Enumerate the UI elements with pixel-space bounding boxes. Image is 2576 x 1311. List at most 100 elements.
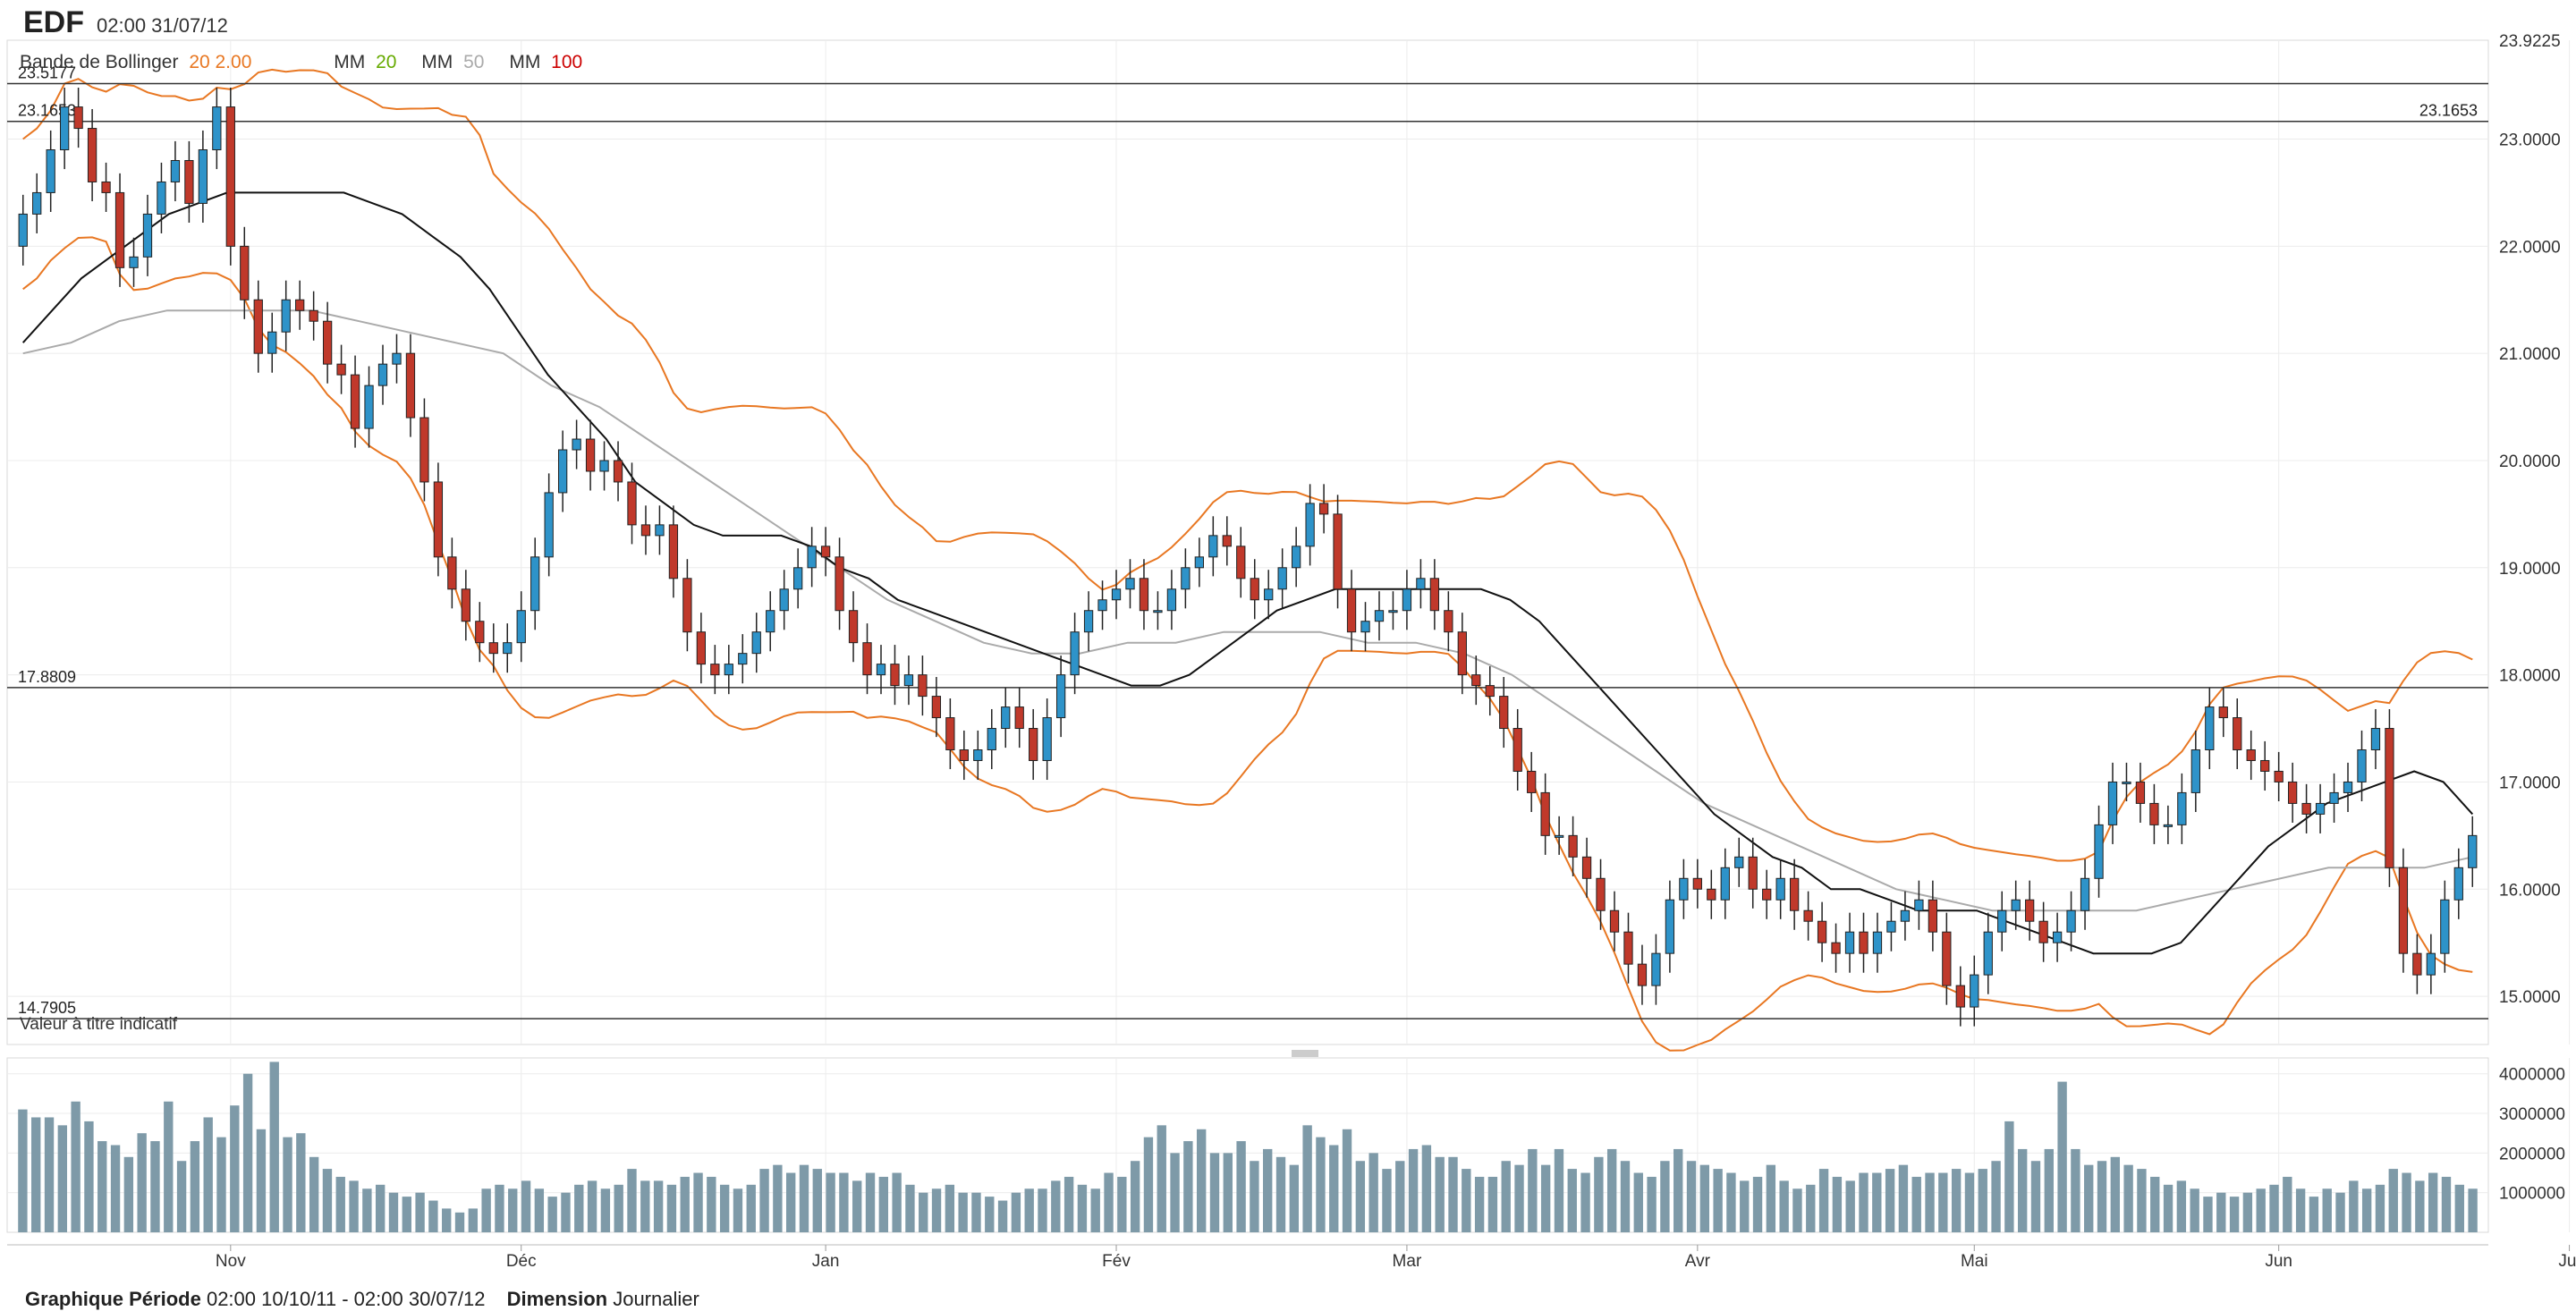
volume-bar xyxy=(58,1125,67,1232)
candle xyxy=(877,645,885,694)
candle xyxy=(2178,774,2186,844)
candle-body xyxy=(1680,878,1688,900)
candle xyxy=(987,709,996,769)
x-tick-label: Jul xyxy=(2558,1252,2576,1271)
candle-body xyxy=(1956,985,1964,1007)
candle-body xyxy=(185,160,193,203)
volume-bar xyxy=(216,1138,225,1232)
volume-bar xyxy=(1938,1173,1947,1232)
candle-body xyxy=(102,182,110,192)
candle xyxy=(185,141,193,223)
candle xyxy=(171,141,179,201)
volume-bar xyxy=(31,1117,40,1232)
candle xyxy=(2233,698,2241,769)
ma50-label[interactable]: MM xyxy=(421,52,453,72)
candle-body xyxy=(1610,910,1618,932)
candle-body xyxy=(2330,792,2338,803)
candle xyxy=(1680,859,1688,919)
candle-body xyxy=(2454,867,2462,900)
candle xyxy=(1417,559,1425,608)
candle xyxy=(61,88,69,169)
candle-body xyxy=(877,664,885,675)
candle xyxy=(517,591,525,662)
candle-body xyxy=(1056,675,1064,718)
volume-bar xyxy=(1012,1193,1021,1232)
bollinger-upper-line xyxy=(23,70,2473,861)
volume-bar xyxy=(2389,1169,2398,1232)
volume-bar xyxy=(1991,1161,2000,1232)
volume-bar xyxy=(2349,1180,2358,1232)
candle xyxy=(2053,913,2061,962)
ma100-label[interactable]: MM xyxy=(509,52,540,72)
candle xyxy=(1956,967,1964,1027)
candle-body xyxy=(1984,932,1992,975)
candle-body xyxy=(821,546,829,557)
candle-body xyxy=(448,557,456,589)
volume-bar xyxy=(2004,1121,2013,1232)
panel-resize-handle xyxy=(1292,1050,1318,1057)
volume-bar xyxy=(2296,1188,2305,1232)
volume-bar xyxy=(1409,1149,1418,1232)
ma20-label[interactable]: MM xyxy=(334,52,365,72)
candle-body xyxy=(849,611,857,643)
candle-body xyxy=(434,482,442,557)
candle-body xyxy=(406,353,414,418)
candle xyxy=(1084,591,1092,651)
candle-body xyxy=(2191,749,2199,792)
candle-body xyxy=(1458,632,1466,675)
volume-bar xyxy=(2216,1193,2225,1232)
volume-bar xyxy=(826,1173,835,1232)
volume-bar xyxy=(18,1110,27,1232)
candle-body xyxy=(2206,707,2214,750)
candle-body xyxy=(1098,600,1106,611)
candle xyxy=(1430,559,1438,630)
candle-body xyxy=(1278,568,1286,589)
candle-body xyxy=(1030,729,1038,761)
volume-bar xyxy=(1726,1173,1735,1232)
volume-bar xyxy=(693,1173,702,1232)
candle xyxy=(406,334,414,437)
candle-body xyxy=(88,129,96,182)
candle xyxy=(1970,956,1979,1027)
candle-body xyxy=(61,107,69,150)
candle-body xyxy=(504,643,512,654)
volume-bar xyxy=(323,1169,332,1232)
volume-bar xyxy=(1555,1149,1563,1232)
candle-body xyxy=(1195,557,1203,568)
candle-body xyxy=(614,461,622,482)
volume-bar xyxy=(1607,1149,1616,1232)
volume-bar xyxy=(747,1185,756,1232)
candle-body xyxy=(74,107,82,129)
candle xyxy=(531,537,539,630)
candle xyxy=(641,505,649,554)
volume-bar xyxy=(1514,1165,1523,1232)
candle xyxy=(2191,731,2199,812)
volume-bar xyxy=(2243,1193,2252,1232)
volume-bar xyxy=(2283,1177,2292,1232)
candle-body xyxy=(420,418,428,482)
volume-bar xyxy=(1952,1169,1961,1232)
candle xyxy=(1735,838,1743,887)
candle-body xyxy=(268,332,276,353)
volume-bar xyxy=(204,1117,213,1232)
volume-bar xyxy=(1594,1157,1603,1232)
candle-body xyxy=(1375,611,1383,622)
candle xyxy=(1278,548,1286,608)
volume-bar xyxy=(349,1180,358,1232)
volume-bar xyxy=(1779,1180,1788,1232)
candle-body xyxy=(904,675,912,686)
volume-bar xyxy=(2335,1193,2344,1232)
candle xyxy=(614,441,622,501)
volume-bar xyxy=(1091,1188,1100,1232)
candle-body xyxy=(1970,975,1979,1007)
volume-bar xyxy=(111,1146,120,1233)
bollinger-label[interactable]: Bande de Bollinger xyxy=(20,52,178,72)
candle xyxy=(697,613,705,683)
volume-bar xyxy=(376,1185,385,1232)
candle-body xyxy=(2385,729,2394,868)
candle-body xyxy=(2164,825,2172,826)
candle-body xyxy=(393,353,401,364)
volume-bar xyxy=(1647,1177,1656,1232)
candle-body xyxy=(1389,611,1397,613)
